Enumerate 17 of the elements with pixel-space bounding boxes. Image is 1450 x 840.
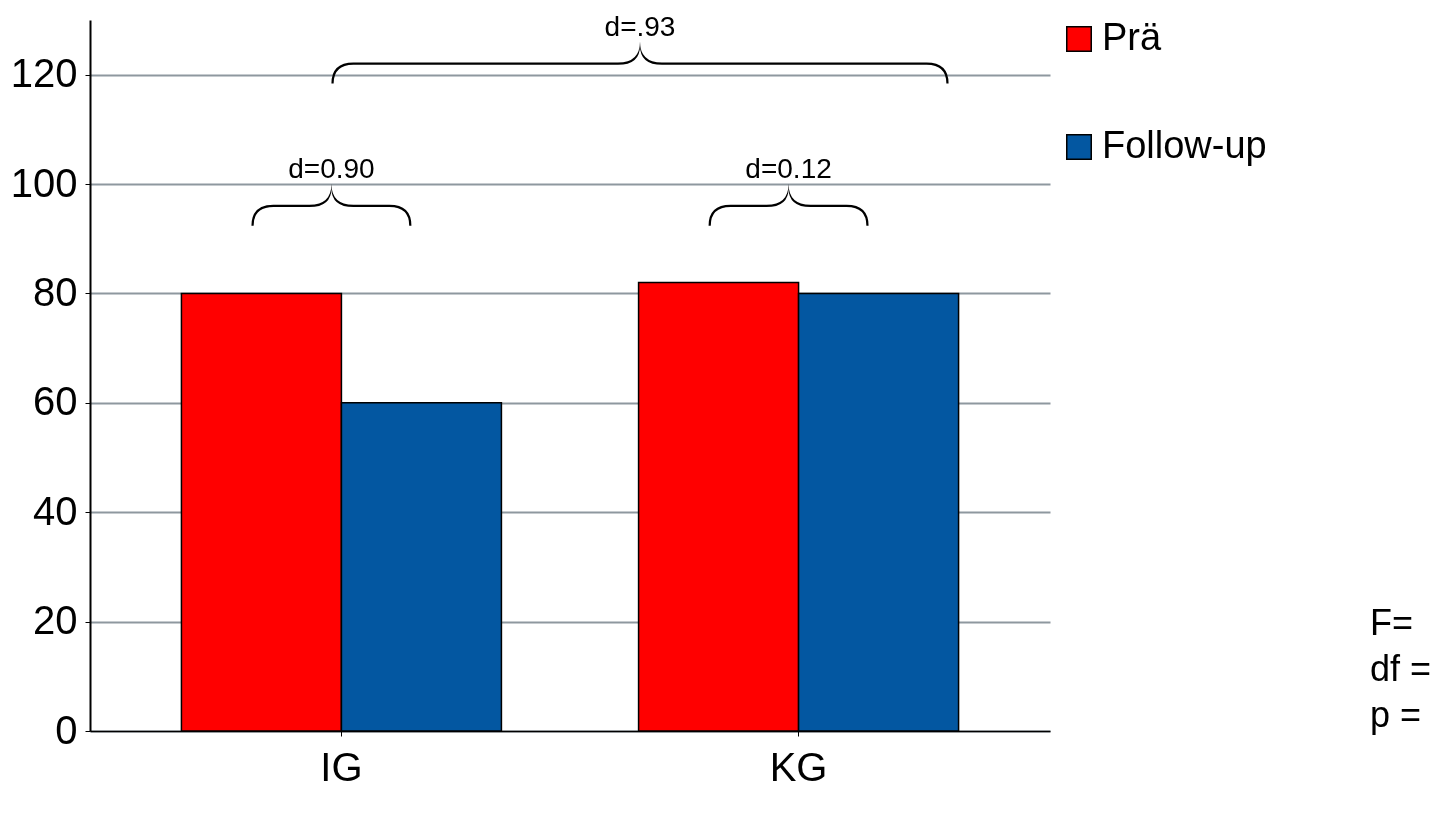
- y-tick-label: 0: [55, 707, 78, 752]
- y-tick-label: 120: [10, 51, 78, 96]
- text: F=: [1370, 601, 1414, 645]
- y-tick-label: 60: [33, 379, 78, 424]
- text: p =: [1370, 693, 1423, 737]
- x-tick-label: IG: [320, 744, 363, 789]
- x-tick-label: KG: [769, 744, 828, 789]
- y-tick-label: 100: [10, 160, 78, 205]
- text: df =: [1370, 647, 1432, 691]
- y-tick-label: 80: [33, 269, 78, 314]
- annotation: d=0.90: [288, 152, 375, 184]
- y-tick-label: 40: [33, 488, 78, 533]
- annotation: d=.93: [604, 10, 676, 42]
- y-tick-label: 20: [33, 598, 78, 643]
- legend-label: Follow-up: [1102, 124, 1267, 166]
- legend-label: Prä: [1102, 16, 1162, 58]
- annotation: d=0.12: [745, 152, 832, 184]
